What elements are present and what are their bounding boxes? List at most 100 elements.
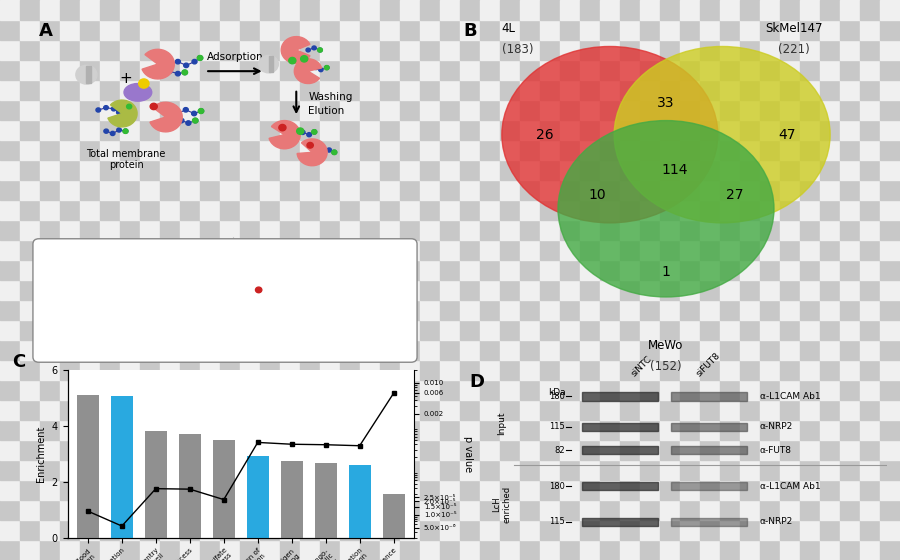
- Bar: [382, 494, 405, 538]
- Bar: [660, 200, 680, 220]
- Bar: [880, 400, 900, 420]
- Bar: [380, 20, 400, 40]
- Bar: [320, 240, 340, 260]
- Bar: [180, 500, 200, 520]
- Bar: [820, 20, 840, 40]
- Bar: [300, 0, 320, 20]
- Bar: [120, 480, 140, 500]
- Bar: [400, 480, 420, 500]
- Bar: [80, 260, 100, 280]
- Bar: [840, 100, 860, 120]
- Bar: [800, 220, 820, 240]
- Bar: [440, 40, 460, 60]
- Bar: [80, 20, 100, 40]
- Bar: [260, 360, 280, 380]
- Bar: [660, 320, 680, 340]
- Circle shape: [183, 70, 187, 74]
- Bar: [0, 200, 20, 220]
- Bar: [720, 80, 740, 100]
- Bar: [460, 480, 480, 500]
- Bar: [500, 180, 520, 200]
- Bar: [760, 320, 780, 340]
- Bar: [100, 400, 120, 420]
- Circle shape: [279, 124, 286, 131]
- Bar: [0, 260, 20, 280]
- Bar: [780, 220, 800, 240]
- Circle shape: [301, 55, 308, 62]
- Bar: [780, 380, 800, 400]
- Bar: [600, 200, 620, 220]
- Bar: [80, 340, 100, 360]
- Bar: [540, 140, 560, 160]
- Bar: [760, 200, 780, 220]
- Bar: [380, 280, 400, 300]
- Bar: [600, 240, 620, 260]
- Bar: [760, 540, 780, 560]
- Bar: [600, 260, 620, 280]
- Bar: [280, 260, 300, 280]
- Bar: [200, 400, 220, 420]
- Bar: [80, 0, 100, 20]
- Bar: [840, 180, 860, 200]
- Bar: [680, 240, 700, 260]
- Bar: [380, 200, 400, 220]
- Bar: [240, 60, 260, 80]
- Text: (183): (183): [502, 43, 534, 56]
- Bar: [220, 460, 240, 480]
- Bar: [600, 40, 620, 60]
- Bar: [582, 423, 658, 431]
- Circle shape: [139, 79, 149, 88]
- Bar: [60, 320, 80, 340]
- Bar: [520, 500, 540, 520]
- Bar: [180, 420, 200, 440]
- Bar: [120, 120, 140, 140]
- Bar: [80, 480, 100, 500]
- Bar: [540, 120, 560, 140]
- Bar: [240, 480, 260, 500]
- Bar: [300, 440, 320, 460]
- Bar: [460, 0, 480, 20]
- Bar: [520, 240, 540, 260]
- Bar: [80, 160, 100, 180]
- Bar: [360, 360, 380, 380]
- Bar: [180, 380, 200, 400]
- Text: Elution: Elution: [308, 106, 345, 116]
- Circle shape: [193, 118, 198, 123]
- Bar: [460, 120, 480, 140]
- Bar: [780, 140, 800, 160]
- Bar: [680, 380, 700, 400]
- Bar: [800, 60, 820, 80]
- Bar: [60, 380, 80, 400]
- Bar: [540, 520, 560, 540]
- Bar: [620, 300, 640, 320]
- Bar: [720, 100, 740, 120]
- Bar: [40, 320, 60, 340]
- Bar: [140, 240, 160, 260]
- Bar: [0, 420, 20, 440]
- Bar: [80, 440, 100, 460]
- Bar: [20, 20, 40, 40]
- Bar: [20, 100, 40, 120]
- Bar: [720, 500, 740, 520]
- Bar: [280, 280, 300, 300]
- Circle shape: [193, 118, 198, 123]
- Bar: [220, 480, 240, 500]
- Bar: [300, 480, 320, 500]
- Bar: [680, 80, 700, 100]
- Bar: [540, 500, 560, 520]
- Circle shape: [112, 107, 116, 111]
- Bar: [180, 160, 200, 180]
- Bar: [20, 200, 40, 220]
- Bar: [300, 300, 320, 320]
- Y-axis label: Enrichment: Enrichment: [36, 426, 46, 482]
- Bar: [820, 80, 840, 100]
- Bar: [560, 360, 580, 380]
- Bar: [600, 300, 620, 320]
- Bar: [400, 60, 420, 80]
- Bar: [820, 460, 840, 480]
- Bar: [420, 380, 440, 400]
- Bar: [240, 40, 260, 60]
- Bar: [340, 300, 360, 320]
- Bar: [700, 80, 720, 100]
- Bar: [460, 520, 480, 540]
